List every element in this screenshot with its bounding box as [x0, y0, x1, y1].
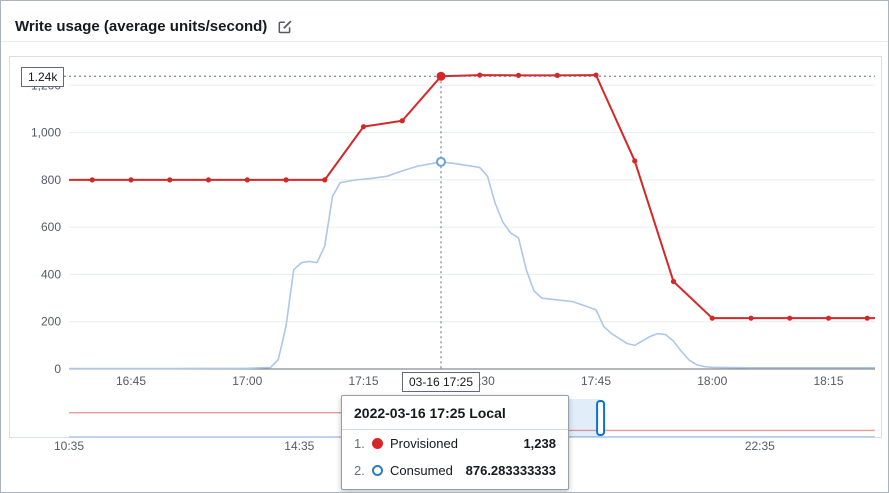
hover-time-label: 03-16 17:25	[401, 372, 481, 392]
provisioned-point	[593, 72, 599, 78]
provisioned-point	[128, 177, 134, 183]
provisioned-point	[167, 177, 173, 183]
page-title: Write usage (average units/second)	[15, 18, 268, 35]
tooltip-title: 2022-03-16 17:25 Local	[354, 405, 506, 421]
consumed-marker-icon	[372, 465, 383, 476]
provisioned-point	[283, 177, 289, 183]
provisioned-point	[515, 72, 522, 78]
tooltip-row-index: 1.	[354, 436, 365, 451]
provisioned-point	[787, 315, 793, 321]
provisioned-marker-icon	[372, 438, 383, 449]
provisioned-point	[477, 72, 483, 78]
brush-handle-right[interactable]	[596, 400, 606, 436]
hover-value-label: 1.24k	[21, 67, 65, 87]
tooltip-series-value: 876.283333333	[465, 463, 556, 478]
widget-header: Write usage (average units/second)	[1, 1, 888, 41]
tooltip-row-index: 2.	[354, 463, 365, 478]
provisioned-point	[205, 177, 212, 183]
x-axis-tick-label: 17:15	[348, 374, 378, 388]
header-divider	[1, 41, 888, 42]
consumed-hover-point	[436, 156, 446, 167]
tooltip-series-label: Provisioned	[390, 436, 458, 451]
x-axis-tick-label: 18:15	[813, 374, 843, 388]
provisioned-point	[670, 278, 677, 285]
x-axis-tick-label: 17:45	[581, 374, 611, 388]
provisioned-point	[825, 315, 832, 321]
tooltip-row: 1. Provisioned 1,238	[354, 430, 556, 457]
x-axis-tick-label: 18:00	[697, 374, 727, 388]
main-chart[interactable]: 02004006008001,0001,20016:4517:0017:1517…	[31, 71, 875, 388]
y-axis-tick-label: 1,000	[31, 126, 61, 140]
tooltip-divider	[342, 429, 568, 430]
provisioned-point	[399, 118, 405, 124]
edit-icon[interactable]	[276, 18, 294, 36]
provisioned-point	[748, 315, 754, 321]
consumed-line	[69, 161, 875, 370]
x-axis-tick-label: 16:45	[116, 374, 146, 388]
chart-tooltip: 2022-03-16 17:25 Local 1. Provisioned 1,23…	[341, 395, 569, 490]
y-axis-tick-label: 800	[41, 173, 61, 187]
provisioned-point	[322, 177, 328, 183]
y-axis-tick-label: 400	[41, 267, 61, 281]
provisioned-point	[89, 177, 95, 183]
x-axis-tick-label: 17:00	[232, 374, 262, 388]
edit-icon-glyph	[278, 19, 292, 33]
provisioned-line	[69, 74, 875, 320]
provisioned-point	[864, 315, 870, 321]
y-axis-tick-label: 600	[41, 220, 61, 234]
provisioned-point	[709, 315, 715, 321]
overview-tick-label: 10:35	[54, 439, 84, 453]
tooltip-series-value: 1,238	[523, 436, 556, 451]
y-axis-tick-label: 200	[41, 315, 61, 329]
provisioned-point	[244, 177, 250, 183]
tooltip-series-label: Consumed	[390, 463, 453, 478]
provisioned-point	[632, 158, 638, 164]
overview-tick-label: 14:35	[284, 439, 314, 453]
overview-tick-label: 22:35	[745, 439, 775, 453]
provisioned-point	[554, 72, 560, 78]
provisioned-point	[360, 124, 367, 130]
provisioned-hover-point	[436, 71, 446, 81]
tooltip-row: 2. Consumed 876.283333333	[354, 457, 556, 484]
y-axis-tick-label: 0	[54, 362, 61, 376]
tooltip-rows: 1. Provisioned 1,238 2. Consumed 876.28333333…	[354, 430, 556, 484]
